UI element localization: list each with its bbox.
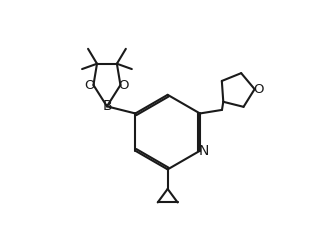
Text: O: O xyxy=(254,83,264,96)
Text: B: B xyxy=(102,99,112,113)
Text: O: O xyxy=(85,78,95,92)
Text: N: N xyxy=(199,144,209,158)
Text: O: O xyxy=(119,78,129,92)
